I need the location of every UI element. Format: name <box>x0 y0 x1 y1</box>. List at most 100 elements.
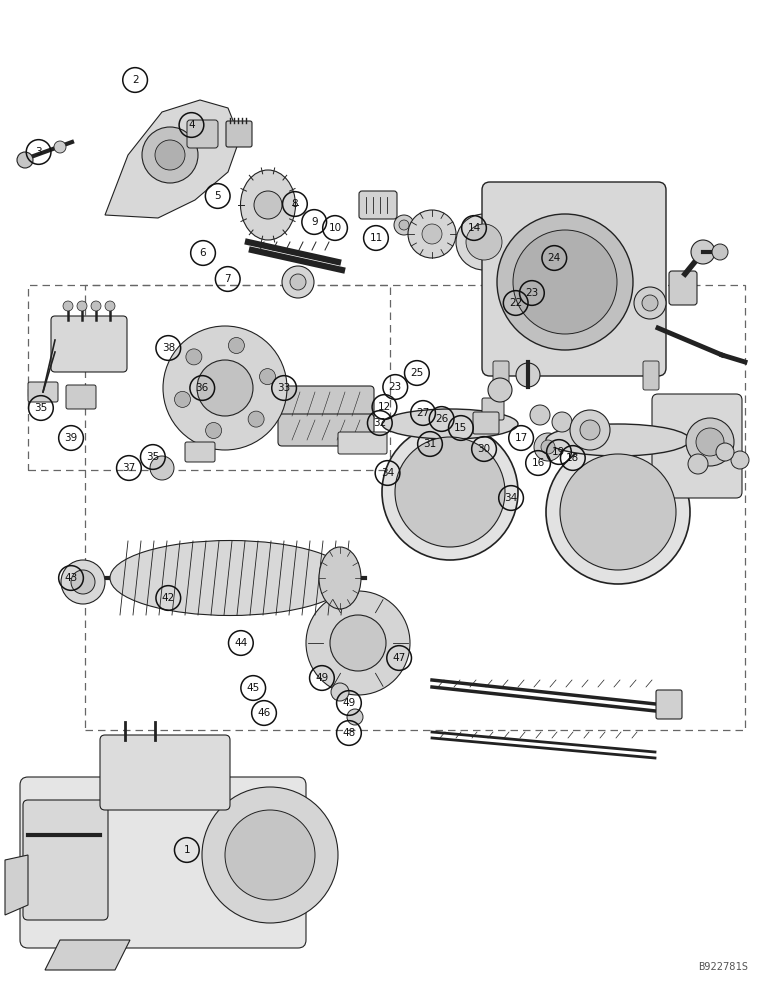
Text: 30: 30 <box>477 444 491 454</box>
FancyBboxPatch shape <box>185 442 215 462</box>
FancyBboxPatch shape <box>66 385 96 409</box>
Circle shape <box>497 214 633 350</box>
Text: 47: 47 <box>392 653 406 663</box>
FancyBboxPatch shape <box>652 394 742 498</box>
FancyBboxPatch shape <box>338 432 387 454</box>
Circle shape <box>105 301 115 311</box>
Circle shape <box>570 410 610 450</box>
FancyBboxPatch shape <box>610 433 636 459</box>
Ellipse shape <box>319 547 361 609</box>
Text: 45: 45 <box>246 683 260 693</box>
Text: 49: 49 <box>315 673 329 683</box>
Circle shape <box>330 615 386 671</box>
Circle shape <box>259 369 276 385</box>
Text: 39: 39 <box>64 433 78 443</box>
Circle shape <box>580 420 600 440</box>
Ellipse shape <box>546 424 690 456</box>
Text: 22: 22 <box>509 298 523 308</box>
Circle shape <box>17 152 33 168</box>
Text: 15: 15 <box>454 423 468 433</box>
Text: 3: 3 <box>36 147 42 157</box>
Circle shape <box>202 787 338 923</box>
Circle shape <box>347 709 363 725</box>
Circle shape <box>408 210 456 258</box>
Circle shape <box>456 214 512 270</box>
Circle shape <box>186 349 202 365</box>
Text: 8: 8 <box>292 199 298 209</box>
Circle shape <box>248 411 264 427</box>
Text: 17: 17 <box>514 433 528 443</box>
Text: 5: 5 <box>215 191 221 201</box>
Text: 31: 31 <box>423 439 437 449</box>
Text: 24: 24 <box>547 253 561 263</box>
FancyBboxPatch shape <box>51 316 127 372</box>
Circle shape <box>716 443 734 461</box>
Text: 14: 14 <box>467 223 481 233</box>
FancyBboxPatch shape <box>669 271 697 305</box>
Circle shape <box>174 391 191 407</box>
Text: 16: 16 <box>531 458 545 468</box>
FancyBboxPatch shape <box>20 777 306 948</box>
Circle shape <box>466 224 502 260</box>
Circle shape <box>530 405 550 425</box>
Text: 23: 23 <box>388 382 402 392</box>
Text: 12: 12 <box>378 402 391 412</box>
Circle shape <box>225 810 315 900</box>
Circle shape <box>142 127 198 183</box>
Text: 18: 18 <box>566 453 580 463</box>
Circle shape <box>63 301 73 311</box>
Circle shape <box>197 360 253 416</box>
Text: 38: 38 <box>161 343 175 353</box>
FancyBboxPatch shape <box>278 386 374 422</box>
FancyBboxPatch shape <box>643 361 659 390</box>
FancyBboxPatch shape <box>278 414 374 446</box>
Text: 19: 19 <box>552 447 566 457</box>
Circle shape <box>546 440 690 584</box>
Polygon shape <box>45 940 130 970</box>
FancyBboxPatch shape <box>482 182 666 376</box>
Circle shape <box>229 337 245 353</box>
Polygon shape <box>105 100 240 218</box>
Circle shape <box>395 437 505 547</box>
Circle shape <box>534 433 562 461</box>
FancyBboxPatch shape <box>187 120 218 148</box>
Circle shape <box>91 301 101 311</box>
Ellipse shape <box>110 540 350 615</box>
Text: 9: 9 <box>311 217 317 227</box>
Circle shape <box>560 454 676 570</box>
Text: 34: 34 <box>504 493 518 503</box>
Text: 44: 44 <box>234 638 248 648</box>
Circle shape <box>54 141 66 153</box>
Text: 6: 6 <box>200 248 206 258</box>
Circle shape <box>254 191 282 219</box>
Text: 46: 46 <box>257 708 271 718</box>
Text: 2: 2 <box>132 75 138 85</box>
Circle shape <box>282 266 314 298</box>
Text: 37: 37 <box>122 463 136 473</box>
Text: 7: 7 <box>225 274 231 284</box>
FancyBboxPatch shape <box>28 382 58 402</box>
Circle shape <box>686 418 734 466</box>
FancyBboxPatch shape <box>100 735 230 810</box>
Circle shape <box>163 326 287 450</box>
Text: 33: 33 <box>277 383 291 393</box>
Text: B922781S: B922781S <box>698 962 748 972</box>
Text: 26: 26 <box>435 414 449 424</box>
Text: 25: 25 <box>410 368 424 378</box>
Circle shape <box>61 560 105 604</box>
FancyBboxPatch shape <box>482 398 504 420</box>
Text: 42: 42 <box>161 593 175 603</box>
Circle shape <box>71 570 95 594</box>
Circle shape <box>331 683 349 701</box>
Text: 34: 34 <box>381 468 394 478</box>
FancyBboxPatch shape <box>473 412 499 434</box>
Text: 43: 43 <box>64 573 78 583</box>
Ellipse shape <box>382 409 518 439</box>
Text: 1: 1 <box>184 845 190 855</box>
Text: 11: 11 <box>369 233 383 243</box>
Circle shape <box>688 454 708 474</box>
Polygon shape <box>5 855 28 915</box>
Text: 4: 4 <box>188 120 195 130</box>
Circle shape <box>394 215 414 235</box>
Circle shape <box>77 301 87 311</box>
